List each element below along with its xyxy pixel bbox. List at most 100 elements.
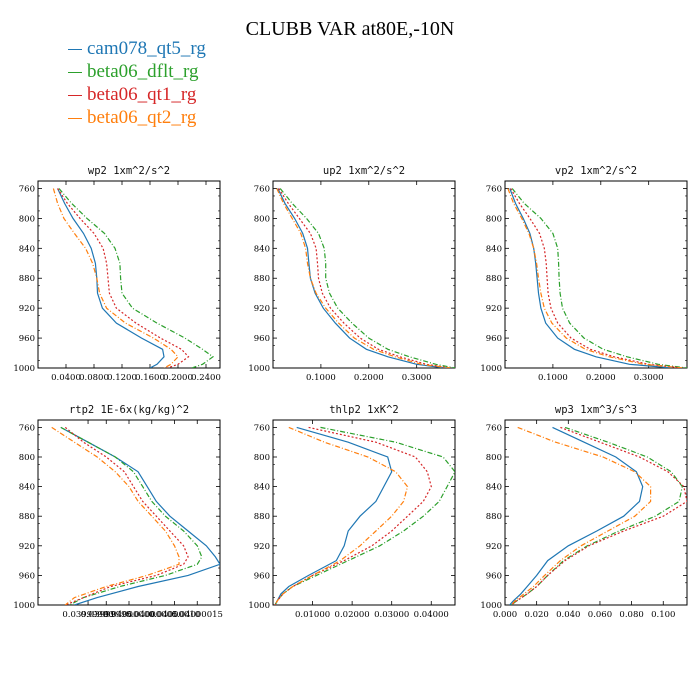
series-line-beta06_qt2_rg: [510, 426, 652, 605]
series-line-beta06_dflt_rg: [60, 426, 203, 605]
x-tick-label: 0.3000: [634, 373, 664, 383]
series-line-beta06_qt1_rg: [510, 188, 683, 368]
series-line-beta06_qt2_rg: [276, 188, 451, 368]
y-tick-label: 960: [486, 334, 502, 344]
series-line-cam078_qt5_rg: [509, 188, 673, 368]
x-tick-label: 0.04000000: [103, 610, 154, 620]
series-line-beta06_qt1_rg: [278, 188, 451, 368]
x-tick-label: 0.04000: [414, 610, 449, 620]
y-tick-label: 760: [486, 423, 502, 433]
x-tick-label: 0.000: [493, 610, 517, 620]
x-tick-label: 0.3000: [402, 373, 432, 383]
y-tick-label: 840: [19, 483, 35, 493]
x-tick-label: 0.2000: [586, 373, 616, 383]
series-line-beta06_qt2_rg: [51, 426, 180, 605]
series-line-beta06_dflt_rg: [279, 188, 455, 368]
series-line-cam078_qt5_rg: [277, 188, 446, 368]
y-tick-label: 880: [486, 274, 502, 284]
y-tick-label: 800: [19, 453, 35, 463]
y-tick-label: 1000: [480, 364, 502, 374]
figure-title: CLUBB VAR at80E,-10N: [245, 18, 455, 40]
plot-frame: [504, 180, 688, 369]
series-line-cam078_qt5_rg: [274, 426, 393, 605]
y-tick-label: 960: [19, 571, 35, 581]
series-line-beta06_qt2_rg: [274, 426, 409, 605]
plot-frame: [37, 180, 221, 369]
series-line-beta06_dflt_rg: [510, 426, 683, 605]
series-line-beta06_qt1_rg: [510, 426, 687, 605]
panel-title: wp2 1xm^2/s^2: [88, 165, 170, 177]
y-tick-label: 760: [19, 184, 35, 194]
y-tick-label: 760: [19, 423, 35, 433]
legend-item-beta06-qt1: beta06_qt1_rg: [68, 83, 206, 106]
series-line-beta06_qt2_rg: [507, 188, 683, 368]
y-tick-label: 840: [486, 244, 502, 254]
y-tick-label: 880: [19, 512, 35, 522]
y-tick-label: 1000: [480, 601, 502, 611]
legend-label: cam078_qt5_rg: [87, 38, 206, 59]
x-tick-label: 0.2400: [191, 373, 221, 383]
y-tick-label: 840: [486, 483, 502, 493]
y-tick-label: 920: [486, 542, 502, 552]
chart-panel-1: wp2 1xm^2/s^2 760 800 840 880 920 960 1000 0.040…: [13, 165, 221, 383]
y-tick-label: 880: [19, 274, 35, 284]
panel-title: up2 1xm^2/s^2: [323, 165, 405, 177]
series-line-beta06_qt1_rg: [57, 188, 190, 368]
y-tick-label: 1000: [13, 601, 35, 611]
legend-item-beta06-qt2: beta06_qt2_rg: [68, 106, 206, 129]
plot-frame: [272, 419, 456, 606]
x-tick-label: 0.02000: [335, 610, 370, 620]
legend-label: beta06_dflt_rg: [87, 61, 199, 82]
series-line-beta06_qt1_rg: [64, 426, 189, 605]
y-tick-label: 920: [254, 304, 270, 314]
plot-frame: [37, 419, 221, 606]
series-line-cam078_qt5_rg: [509, 426, 644, 605]
chart-panel-2: up2 1xm^2/s^2 760 800 840 880 920 960 1000 0.100…: [248, 165, 456, 383]
x-tick-label: 0.1000: [538, 373, 568, 383]
x-tick-label: 0.0400: [51, 373, 81, 383]
chart-panel-6: wp3 1xm^3/s^3 760 800 840 880 920 960 10000.000…: [480, 404, 688, 620]
y-tick-label: 920: [254, 542, 270, 552]
x-tick-label: 0.080: [619, 610, 643, 620]
chart-panel-5: thlp2 1xK^2 760 800 840 880 920 960 1000 0.01000…: [248, 404, 456, 620]
x-tick-label: 0.04000005: [126, 610, 177, 620]
y-tick-label: 1000: [248, 364, 270, 374]
legend-line-icon: [68, 95, 82, 97]
legend-label: beta06_qt2_rg: [87, 107, 197, 128]
y-tick-label: 840: [19, 244, 35, 254]
y-tick-label: 760: [254, 184, 270, 194]
legend-label: beta06_qt1_rg: [87, 84, 197, 105]
legend-item-cam078: cam078_qt5_rg: [68, 37, 206, 60]
y-tick-label: 800: [254, 214, 270, 224]
y-tick-label: 760: [486, 184, 502, 194]
series-line-cam078_qt5_rg: [60, 426, 220, 605]
x-tick-label: 0.1200: [107, 373, 137, 383]
series-line-cam078_qt5_rg: [57, 188, 165, 368]
y-tick-label: 920: [19, 542, 35, 552]
y-tick-label: 960: [254, 334, 270, 344]
y-tick-label: 920: [486, 304, 502, 314]
panel-title: vp2 1xm^2/s^2: [555, 165, 637, 177]
y-tick-label: 800: [254, 453, 270, 463]
y-tick-label: 880: [486, 512, 502, 522]
legend-line-icon: [68, 49, 82, 51]
series-line-beta06_dflt_rg: [511, 188, 687, 368]
y-tick-label: 960: [19, 334, 35, 344]
x-tick-label: 0.03999990: [62, 610, 113, 620]
x-tick-label: 0.03000: [374, 610, 409, 620]
plot-frame: [504, 419, 688, 606]
panel-title: thlp2 1xK^2: [329, 404, 399, 416]
y-tick-label: 960: [486, 571, 502, 581]
panel-title: wp3 1xm^3/s^3: [555, 404, 637, 416]
y-tick-label: 880: [254, 274, 270, 284]
x-tick-label: 0.2000: [163, 373, 193, 383]
y-tick-label: 800: [19, 214, 35, 224]
x-tick-label: 0.0800: [79, 373, 109, 383]
legend-line-icon: [68, 72, 82, 74]
x-tick-label: 0.100: [651, 610, 675, 620]
legend-item-beta06-dflt: beta06_dflt_rg: [68, 60, 206, 83]
x-tick-label: 0.04000015: [172, 610, 223, 620]
x-tick-label: 0.1000: [306, 373, 336, 383]
x-tick-label: 0.2000: [354, 373, 384, 383]
